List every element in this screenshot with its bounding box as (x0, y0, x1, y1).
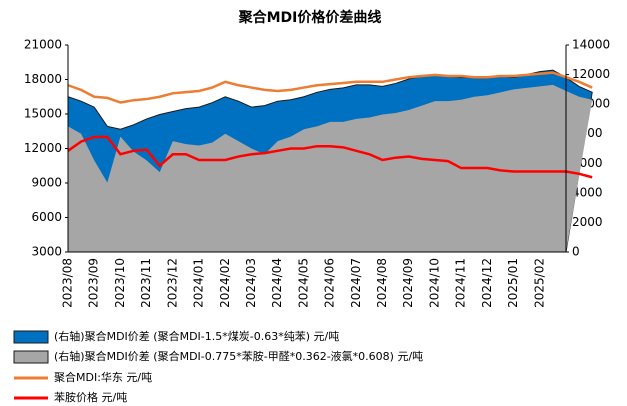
x-tick-label: 2024/09 (401, 258, 415, 308)
y-tick-label: 15000 (24, 107, 62, 121)
x-tick-label: 2025/01 (506, 258, 520, 308)
x-tick-label: 2024/08 (375, 258, 389, 308)
y-tick-label: 21000 (24, 38, 62, 52)
y-tick-label: 3000 (31, 245, 62, 259)
x-tick-label: 2024/06 (323, 258, 337, 308)
y-tick-label: 6000 (31, 210, 62, 224)
x-tick-label: 2024/01 (192, 258, 206, 308)
x-tick-label: 2023/09 (87, 258, 101, 308)
x-tick-label: 2024/10 (427, 258, 441, 308)
y2-tick-label: 14000 (572, 38, 610, 52)
legend-label: (右轴)聚合MDI价差 (聚合MDI-0.775*苯胺-甲醛*0.362-液氯*… (54, 349, 423, 363)
x-tick-label: 2024/07 (349, 258, 363, 308)
line (67, 135, 593, 179)
y-tick-label: 9000 (31, 176, 62, 190)
legend-swatch (13, 350, 49, 364)
x-tick-label: 2024/04 (270, 258, 284, 308)
x-tick-label: 2023/10 (113, 258, 127, 308)
line (67, 71, 593, 104)
legend-label: 苯胺价格 元/吨 (54, 390, 127, 404)
area (68, 84, 593, 253)
y2-tick-label: 0 (572, 245, 580, 259)
x-tick-label: 2023/12 (165, 258, 179, 308)
x-tick-label: 2025/02 (532, 258, 546, 308)
y-tick-label: 12000 (24, 141, 62, 155)
x-tick-label: 2023/11 (139, 258, 153, 308)
legend-label: (右轴)聚合MDI价差 (聚合MDI-1.5*煤炭-0.63*纯苯) 元/吨 (54, 329, 339, 343)
x-tick-label: 2023/08 (61, 258, 75, 308)
x-tick-label: 2024/03 (244, 258, 258, 308)
x-tick-label: 2024/05 (296, 258, 310, 308)
legend-label: 聚合MDI:华东 元/吨 (54, 370, 152, 384)
y2-tick-label: 4000 (572, 185, 603, 199)
legend-swatch (13, 330, 49, 344)
x-tick-label: 2024/12 (480, 258, 494, 308)
y2-tick-label: 2000 (572, 215, 603, 229)
x-tick-label: 2024/11 (454, 258, 468, 308)
y2-tick-label: 12000 (572, 67, 610, 81)
x-tick-label: 2024/02 (218, 258, 232, 308)
y-tick-label: 18000 (24, 72, 62, 86)
chart-title: 聚合MDI价格价差曲线 (238, 9, 382, 26)
